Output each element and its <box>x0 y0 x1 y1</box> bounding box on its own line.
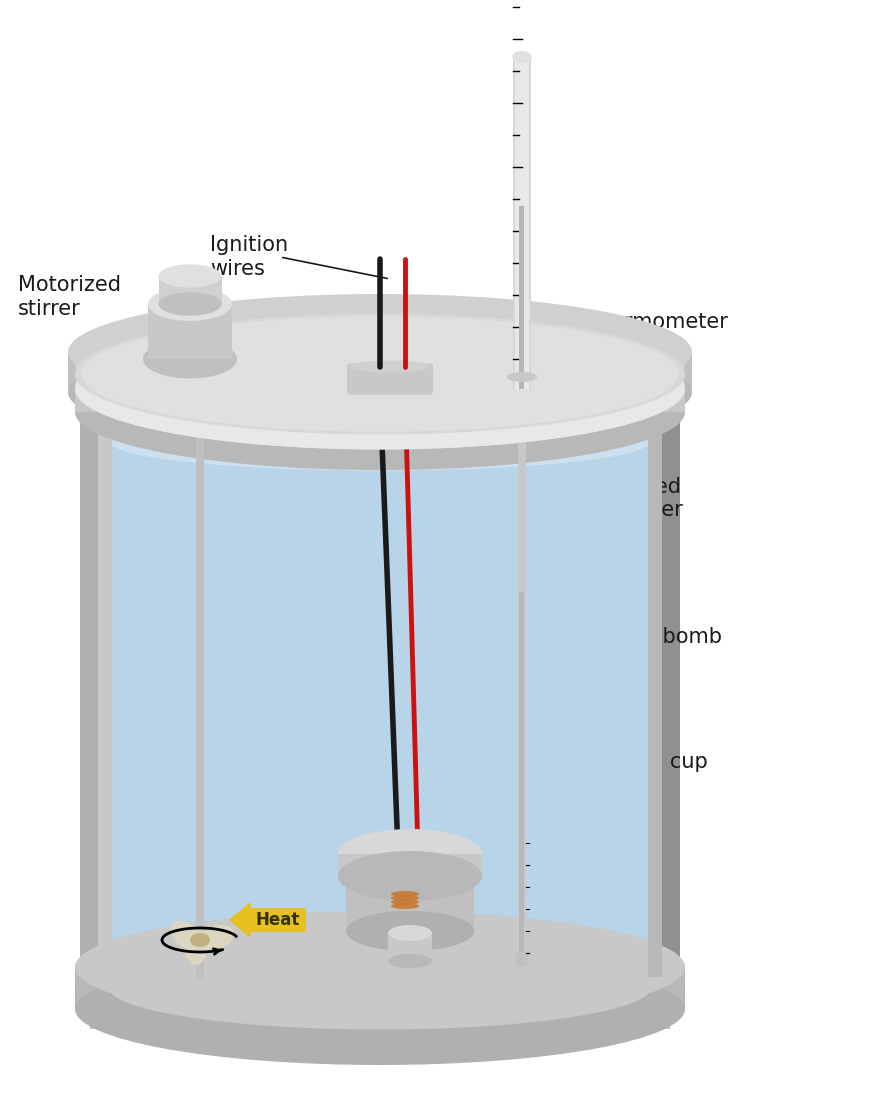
Ellipse shape <box>75 329 685 449</box>
Ellipse shape <box>148 342 232 376</box>
Ellipse shape <box>80 356 680 457</box>
Bar <box>513 56 531 389</box>
FancyArrow shape <box>230 903 305 937</box>
Ellipse shape <box>171 921 202 950</box>
Ellipse shape <box>340 914 480 964</box>
Bar <box>346 876 474 931</box>
Ellipse shape <box>75 354 685 470</box>
Text: 2: 2 <box>599 694 608 710</box>
Ellipse shape <box>108 944 652 1030</box>
Bar <box>80 407 108 987</box>
Ellipse shape <box>338 829 482 879</box>
Ellipse shape <box>507 372 537 382</box>
Ellipse shape <box>346 911 474 951</box>
Ellipse shape <box>80 937 680 1037</box>
Bar <box>75 965 685 1008</box>
Bar <box>338 853 482 876</box>
Ellipse shape <box>110 312 650 412</box>
Ellipse shape <box>68 334 692 451</box>
Ellipse shape <box>388 954 432 969</box>
Ellipse shape <box>391 903 419 909</box>
Ellipse shape <box>391 894 419 901</box>
Text: Thermometer: Thermometer <box>585 312 728 332</box>
Bar <box>90 1007 670 1030</box>
Text: Sealed bomb: Sealed bomb <box>585 627 722 646</box>
Ellipse shape <box>75 329 685 449</box>
Ellipse shape <box>388 925 432 941</box>
Bar <box>98 424 112 977</box>
Bar <box>196 432 204 980</box>
Bar <box>148 304 232 359</box>
Ellipse shape <box>75 911 685 1023</box>
Ellipse shape <box>515 951 528 968</box>
Bar <box>75 362 685 412</box>
Text: Water: Water <box>585 832 647 852</box>
Bar <box>388 933 432 961</box>
Ellipse shape <box>81 317 679 432</box>
Ellipse shape <box>75 953 685 1065</box>
Ellipse shape <box>186 930 209 964</box>
Bar <box>648 424 662 977</box>
Ellipse shape <box>104 952 656 997</box>
Bar <box>518 432 526 965</box>
Ellipse shape <box>159 292 222 315</box>
FancyArrow shape <box>230 903 305 937</box>
Ellipse shape <box>190 933 210 946</box>
Text: Heat: Heat <box>256 911 300 929</box>
Ellipse shape <box>75 304 685 420</box>
Ellipse shape <box>75 313 685 435</box>
Text: O: O <box>585 687 601 707</box>
Bar <box>75 374 685 412</box>
Bar <box>519 592 525 965</box>
Ellipse shape <box>338 851 482 901</box>
Text: (g): (g) <box>609 687 638 707</box>
Bar <box>652 407 680 987</box>
Ellipse shape <box>143 340 237 379</box>
Bar <box>68 350 692 392</box>
Ellipse shape <box>391 891 419 897</box>
Ellipse shape <box>110 413 650 470</box>
Text: Sample cup: Sample cup <box>585 752 708 772</box>
Text: Ignition
wires: Ignition wires <box>210 236 288 279</box>
Ellipse shape <box>391 899 419 906</box>
Ellipse shape <box>159 265 222 288</box>
FancyBboxPatch shape <box>347 363 433 394</box>
Ellipse shape <box>148 287 232 321</box>
Text: Motorized
stirrer: Motorized stirrer <box>18 276 121 319</box>
Ellipse shape <box>350 361 430 372</box>
Bar <box>112 442 648 975</box>
Bar <box>108 407 652 987</box>
Ellipse shape <box>200 925 233 950</box>
Ellipse shape <box>513 52 531 62</box>
Bar <box>519 206 525 389</box>
Bar <box>159 276 222 304</box>
Ellipse shape <box>137 416 623 457</box>
Bar <box>515 56 529 389</box>
Text: Insulated
container: Insulated container <box>585 477 684 520</box>
Ellipse shape <box>68 294 692 410</box>
